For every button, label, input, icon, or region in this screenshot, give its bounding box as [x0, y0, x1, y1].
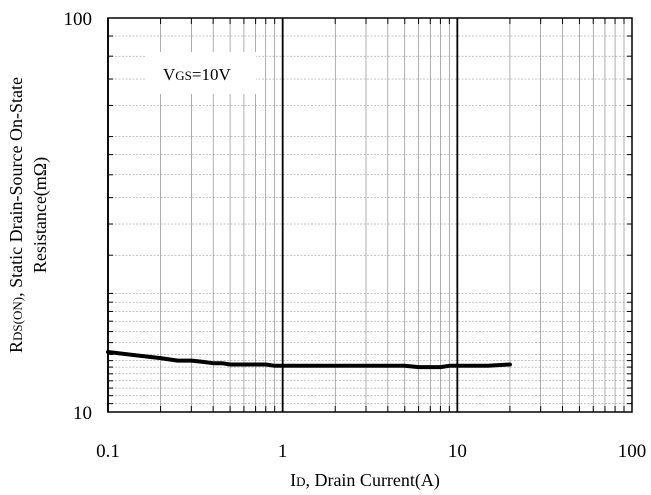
annotation-box — [146, 52, 256, 94]
y-axis-label-line-2: Resistance(mΩ) — [30, 157, 51, 273]
y-axis-label-line-1: RDS(ON), Static Drain-Source On-State — [6, 77, 26, 353]
series-line — [106, 350, 512, 370]
x-tick-labels: 0.1 1 10 100 — [96, 441, 646, 462]
x-axis-label: ID, Drain Current(A) — [290, 470, 440, 491]
x-tick-label: 100 — [618, 441, 647, 462]
y-axis-label: RDS(ON), Static Drain-Source On-State Re… — [6, 77, 51, 353]
x-tick-label: 1 — [278, 441, 288, 462]
y-tick-labels: 10 100 — [64, 9, 93, 424]
y-tick-label: 10 — [73, 403, 92, 424]
plot-frame — [107, 17, 633, 413]
y-tick-label: 100 — [64, 9, 93, 30]
annotation-vgs: VGS=10V — [163, 65, 231, 84]
x-tick-label: 0.1 — [96, 441, 120, 462]
x-tick-label: 10 — [448, 441, 467, 462]
axis-ticks — [108, 18, 632, 412]
